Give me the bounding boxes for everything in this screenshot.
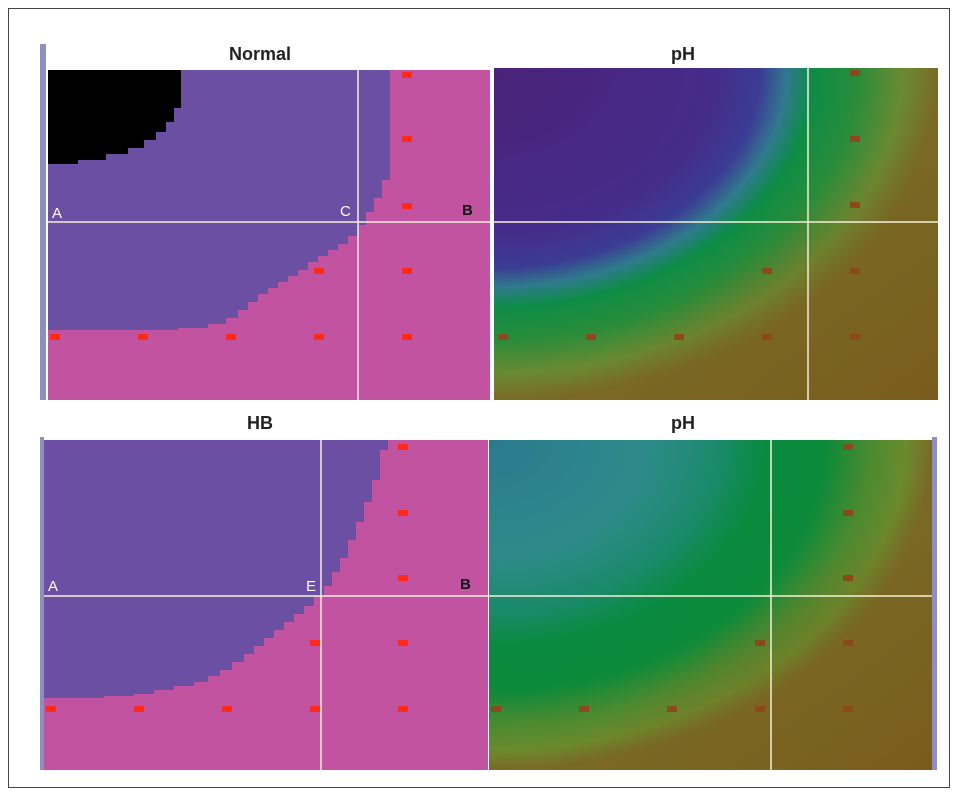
hb-marker [398, 444, 408, 450]
panel-hb: A E B [44, 440, 488, 770]
ph-top-map [494, 68, 938, 400]
ph-bottom-marker [755, 640, 765, 646]
ph-bottom-marker [491, 706, 501, 712]
normal-marker [226, 334, 236, 340]
panel-ph-bottom [489, 440, 932, 770]
normal-label-c: C [340, 203, 351, 220]
hb-marker [398, 706, 408, 712]
hb-marker [310, 706, 320, 712]
figure-frame [8, 8, 950, 788]
hb-marker [310, 640, 320, 646]
title-hb: HB [247, 413, 273, 433]
right-edge-bar-bottom [932, 437, 937, 770]
ph-bottom-marker [843, 706, 853, 712]
normal-marker [314, 334, 324, 340]
hb-label-b: B [460, 576, 471, 593]
hb-marker [398, 640, 408, 646]
normal-marker [402, 334, 412, 340]
hb-label-e: E [306, 578, 317, 595]
title-normal: Normal [228, 44, 291, 64]
ph-top-marker [498, 334, 508, 340]
hb-label-a: A [48, 578, 59, 595]
normal-marker [138, 334, 148, 340]
hb-marker [398, 510, 408, 516]
ph-top-marker [850, 136, 860, 142]
title-ph-top: pH [671, 44, 695, 64]
hb-marker [134, 706, 144, 712]
ph-bottom-marker [843, 575, 853, 581]
ph-bottom-marker [667, 706, 677, 712]
title-ph-bottom: pH [671, 413, 695, 433]
normal-label-a: A [52, 205, 63, 222]
ph-bottom-marker [579, 706, 589, 712]
ph-top-marker [762, 334, 772, 340]
normal-marker [314, 268, 324, 274]
ph-bottom-marker [755, 706, 765, 712]
ph-bottom-map [489, 440, 932, 770]
panel-ph-top [494, 68, 938, 400]
normal-marker [402, 203, 412, 209]
normal-marker [402, 136, 412, 142]
normal-marker [50, 334, 60, 340]
ph-top-marker [586, 334, 596, 340]
normal-map [48, 70, 490, 400]
ph-top-marker [850, 334, 860, 340]
normal-marker [402, 268, 412, 274]
hb-marker [222, 706, 232, 712]
ph-bottom-marker [843, 444, 853, 450]
ph-bottom-marker [843, 640, 853, 646]
normal-label-b: B [462, 202, 473, 219]
left-edge-bar-bottom [40, 437, 44, 770]
normal-black-region [48, 70, 181, 164]
ph-bottom-marker [843, 510, 853, 516]
ph-top-marker [850, 70, 860, 76]
hb-map [44, 440, 488, 770]
normal-marker [402, 72, 412, 78]
ph-bottom-brown-overlay [489, 440, 932, 770]
hb-purple-region [44, 440, 388, 698]
hb-marker [46, 706, 56, 712]
ph-top-marker [674, 334, 684, 340]
hb-marker [398, 575, 408, 581]
ph-top-marker [850, 268, 860, 274]
ph-top-brown-overlay [494, 68, 938, 400]
left-edge-bar-top [40, 44, 46, 400]
ph-top-marker [850, 202, 860, 208]
panel-normal: A C B [48, 70, 490, 400]
ph-top-marker [762, 268, 772, 274]
